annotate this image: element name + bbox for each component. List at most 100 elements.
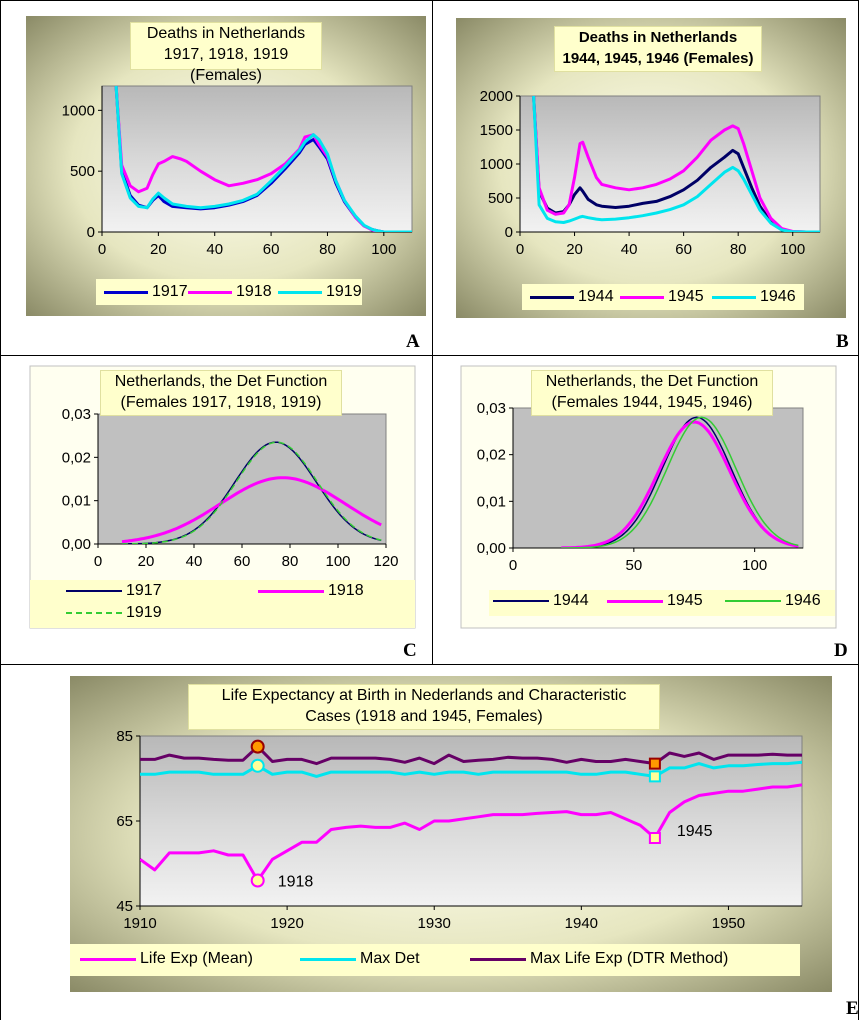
legend-label: 1944 xyxy=(553,592,589,609)
x-tick-label: 20 xyxy=(566,241,583,258)
legend-item-life-exp-mean-: Life Exp (Mean) xyxy=(80,950,253,968)
y-tick-label: 0,03 xyxy=(62,406,91,423)
x-tick-label: 80 xyxy=(319,241,336,258)
x-tick-label: 1930 xyxy=(418,915,451,932)
legend-label: 1944 xyxy=(578,288,614,305)
legend-label: 1918 xyxy=(328,582,364,599)
series-line-1946 xyxy=(561,416,799,548)
legend-item-1946: 1946 xyxy=(725,592,821,610)
legend-item-1945: 1945 xyxy=(620,288,704,306)
x-tick-label: 60 xyxy=(263,241,280,258)
y-tick-label: 1000 xyxy=(62,102,95,119)
y-tick-label: 0,00 xyxy=(62,536,91,553)
marker-1918 xyxy=(250,758,265,773)
legend-item-1944: 1944 xyxy=(530,288,614,306)
legend-item-1918: 1918 xyxy=(188,283,272,301)
legend-item-1918: 1918 xyxy=(258,582,364,600)
series-line-1919 xyxy=(114,85,412,232)
legend-swatch xyxy=(66,590,122,592)
series-line-life-exp-mean- xyxy=(140,783,802,882)
marker-1918 xyxy=(250,739,265,754)
x-tick-label: 50 xyxy=(625,557,642,574)
legend-swatch xyxy=(278,290,322,294)
marker-1918 xyxy=(250,873,265,888)
x-tick-label: 0 xyxy=(516,241,524,258)
x-tick-label: 100 xyxy=(371,241,396,258)
legend-item-max-det: Max Det xyxy=(300,950,420,968)
y-tick-label: 45 xyxy=(116,898,133,915)
x-tick-label: 80 xyxy=(730,241,747,258)
legend-label: 1946 xyxy=(785,592,821,609)
legend-label: Max Life Exp (DTR Method) xyxy=(530,950,729,967)
y-tick-label: 85 xyxy=(116,728,133,745)
legend-label: 1917 xyxy=(152,283,188,300)
legend-item-1917: 1917 xyxy=(104,283,188,301)
panel-label-b: B xyxy=(836,331,849,352)
legend-label: 1918 xyxy=(236,283,272,300)
x-tick-label: 80 xyxy=(282,553,299,570)
series-line-1918 xyxy=(121,476,382,544)
y-tick-label: 0,01 xyxy=(477,493,506,510)
legend-label: Max Det xyxy=(360,950,420,967)
series-line-1945 xyxy=(532,95,820,232)
annotation-1918: 1918 xyxy=(278,874,314,891)
legend-swatch xyxy=(80,957,136,961)
legend-swatch xyxy=(620,295,664,299)
y-tick-label: 0 xyxy=(505,224,513,241)
legend-swatch xyxy=(607,599,663,603)
series-line-1946 xyxy=(532,95,820,232)
chart-e-title: Life Expectancy at Birth in Nederlands a… xyxy=(188,684,660,730)
series-line-max-det xyxy=(140,760,802,778)
series-line-1945 xyxy=(561,420,799,548)
x-tick-label: 1910 xyxy=(123,915,156,932)
legend-item-1945: 1945 xyxy=(607,592,703,610)
x-tick-label: 0 xyxy=(509,557,517,574)
legend-label: 1917 xyxy=(126,582,162,599)
x-tick-label: 60 xyxy=(234,553,251,570)
legend-swatch xyxy=(530,295,574,299)
legend-label: 1919 xyxy=(326,283,362,300)
legend-label: Life Exp (Mean) xyxy=(140,950,253,967)
chart-b-legend: 1944 1945 1946 xyxy=(522,284,804,310)
y-tick-label: 500 xyxy=(488,190,513,207)
y-tick-label: 500 xyxy=(70,163,95,180)
panel-label-c: C xyxy=(403,640,417,661)
y-tick-label: 1500 xyxy=(480,122,513,139)
y-tick-label: 1000 xyxy=(480,156,513,173)
marker-1945 xyxy=(648,832,661,844)
legend-label: 1946 xyxy=(760,288,796,305)
chart-d-title: Netherlands, the Det Function (Females 1… xyxy=(531,370,773,416)
chart-a-legend: 1917 1918 1919 xyxy=(96,279,362,305)
x-tick-label: 1920 xyxy=(270,915,303,932)
chart-a-title: Deaths in Netherlands 1917, 1918, 1919 (… xyxy=(130,22,322,84)
y-tick-label: 65 xyxy=(116,813,133,830)
panel-label-e: E xyxy=(846,998,859,1019)
legend-swatch xyxy=(66,612,122,614)
y-tick-label: 0,01 xyxy=(62,493,91,510)
legend-item-1919: 1919 xyxy=(278,283,362,301)
chart-c-legend: 1917 1918 1919 xyxy=(30,580,415,628)
plot-area xyxy=(101,85,413,233)
marker-1945 xyxy=(648,757,661,770)
legend-swatch xyxy=(470,957,526,961)
chart-c-title: Netherlands, the Det Function (Females 1… xyxy=(100,370,342,416)
legend-label: 1945 xyxy=(667,592,703,609)
divider-v-top xyxy=(432,0,433,356)
x-tick-label: 120 xyxy=(373,553,398,570)
y-tick-label: 0,02 xyxy=(62,449,91,466)
x-tick-label: 100 xyxy=(325,553,350,570)
chart-panel-c: 0,00 0,01 0,02 0,03 0 20 40 60 80 100 120 Netherla… xyxy=(29,365,416,629)
legend-item-1946: 1946 xyxy=(712,288,796,306)
annotation-1945: 1945 xyxy=(677,823,713,840)
x-tick-label: 100 xyxy=(742,557,767,574)
series-line-max-life-exp-dtr-method- xyxy=(140,745,802,766)
x-tick-label: 0 xyxy=(94,553,102,570)
x-tick-label: 20 xyxy=(150,241,167,258)
chart-d-legend: 1944 1945 1946 xyxy=(489,590,835,616)
chart-panel-a: 0 500 1000 0 20 40 60 80 100 Deaths in Netherlan… xyxy=(26,16,426,316)
chart-b-title: Deaths in Netherlands 1944, 1945, 1946 (… xyxy=(554,26,762,72)
x-tick-label: 1950 xyxy=(712,915,745,932)
border-left xyxy=(0,0,1,1020)
legend-swatch xyxy=(300,957,356,961)
y-tick-label: 0,00 xyxy=(477,540,506,557)
